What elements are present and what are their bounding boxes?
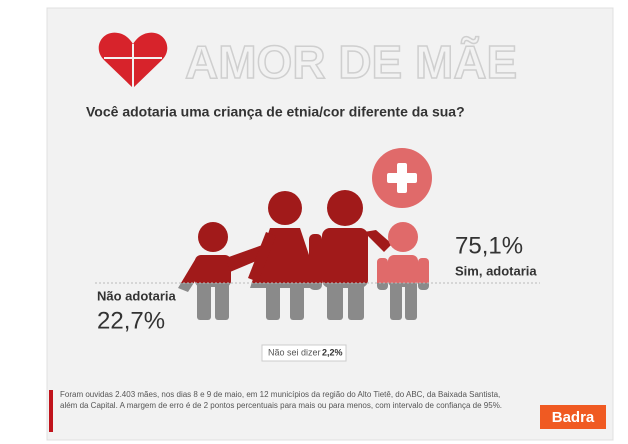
footer-note: além da Capital. A margem de erro é de 2… (60, 401, 502, 410)
no-label: Não adotaria (97, 288, 177, 303)
brand-box (540, 405, 606, 429)
panel (46, 7, 614, 441)
unknown-label: Não sei dizer (268, 347, 321, 357)
brand: Badra (552, 409, 595, 426)
unknown-value: 2,2% (322, 347, 343, 357)
footer-note: Foram ouvidas 2.403 mães, nos dias 8 e 9… (60, 390, 500, 399)
yes-label: Sim, adotaria (455, 263, 537, 278)
heart-icon (98, 32, 168, 88)
unknown-box (261, 344, 347, 362)
no-value: 22,7% (97, 307, 165, 334)
yes-value: 75,1% (455, 232, 523, 259)
plus-icon (372, 148, 432, 208)
footer-bar (49, 390, 53, 432)
question: Você adotaria uma criança de etnia/cor d… (86, 104, 465, 120)
title: AMOR DE MÃE (185, 36, 517, 88)
